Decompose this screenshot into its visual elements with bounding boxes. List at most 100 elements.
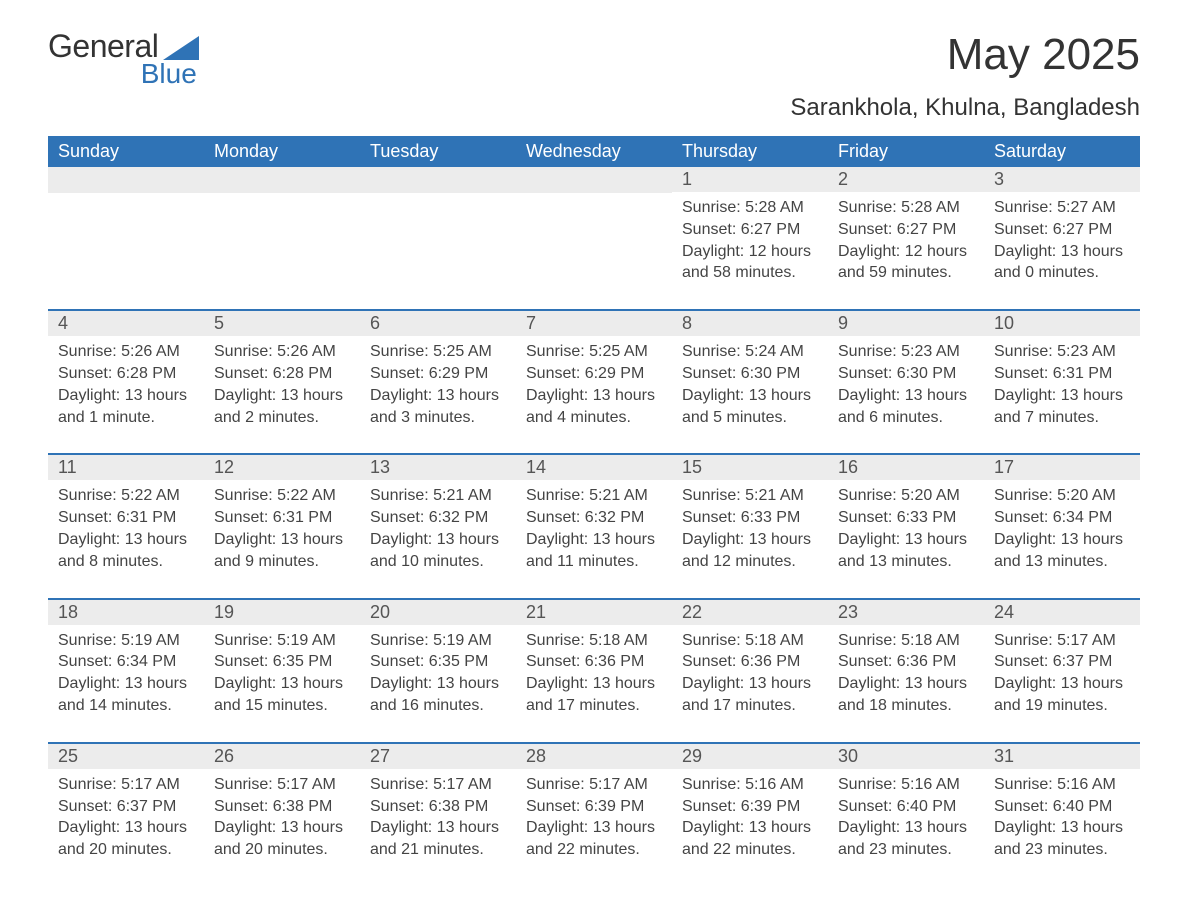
day-body: Sunrise: 5:17 AMSunset: 6:38 PMDaylight:… <box>204 769 360 861</box>
day-body: Sunrise: 5:26 AMSunset: 6:28 PMDaylight:… <box>204 336 360 428</box>
logo-word-blue: Blue <box>48 60 197 88</box>
day-number: 29 <box>672 744 828 769</box>
day-header: Monday <box>204 136 360 167</box>
calendar-day-cell: 12Sunrise: 5:22 AMSunset: 6:31 PMDayligh… <box>204 454 360 598</box>
daylight-text: Daylight: 13 hours <box>838 818 974 839</box>
calendar-header-row: SundayMondayTuesdayWednesdayThursdayFrid… <box>48 136 1140 167</box>
sunset-text: Sunset: 6:27 PM <box>682 220 818 241</box>
header: General Blue May 2025 <box>48 30 1140 88</box>
day-number: 23 <box>828 600 984 625</box>
day-body: Sunrise: 5:23 AMSunset: 6:30 PMDaylight:… <box>828 336 984 428</box>
daylight-text: Daylight: 13 hours <box>370 386 506 407</box>
calendar-day-cell: 20Sunrise: 5:19 AMSunset: 6:35 PMDayligh… <box>360 599 516 743</box>
day-number: 2 <box>828 167 984 192</box>
sunrise-text: Sunrise: 5:18 AM <box>838 631 974 652</box>
day-number: 1 <box>672 167 828 192</box>
daylight-text: and 16 minutes. <box>370 696 506 717</box>
daylight-text: Daylight: 13 hours <box>682 386 818 407</box>
calendar-day-cell: 25Sunrise: 5:17 AMSunset: 6:37 PMDayligh… <box>48 743 204 886</box>
day-body: Sunrise: 5:20 AMSunset: 6:34 PMDaylight:… <box>984 480 1140 572</box>
daylight-text: Daylight: 13 hours <box>526 386 662 407</box>
calendar-day-cell: 8Sunrise: 5:24 AMSunset: 6:30 PMDaylight… <box>672 310 828 454</box>
daylight-text: Daylight: 13 hours <box>214 818 350 839</box>
day-body: Sunrise: 5:17 AMSunset: 6:37 PMDaylight:… <box>984 625 1140 717</box>
calendar-day-cell <box>204 167 360 310</box>
sunset-text: Sunset: 6:33 PM <box>838 508 974 529</box>
day-number: 18 <box>48 600 204 625</box>
calendar-day-cell <box>516 167 672 310</box>
calendar-day-cell: 29Sunrise: 5:16 AMSunset: 6:39 PMDayligh… <box>672 743 828 886</box>
day-body: Sunrise: 5:22 AMSunset: 6:31 PMDaylight:… <box>48 480 204 572</box>
daylight-text: Daylight: 13 hours <box>994 242 1130 263</box>
sunset-text: Sunset: 6:39 PM <box>526 797 662 818</box>
daylight-text: and 22 minutes. <box>526 840 662 861</box>
calendar-table: SundayMondayTuesdayWednesdayThursdayFrid… <box>48 136 1140 886</box>
daylight-text: Daylight: 13 hours <box>838 674 974 695</box>
daylight-text: Daylight: 13 hours <box>682 674 818 695</box>
sunrise-text: Sunrise: 5:16 AM <box>682 775 818 796</box>
calendar-day-cell: 13Sunrise: 5:21 AMSunset: 6:32 PMDayligh… <box>360 454 516 598</box>
day-header: Friday <box>828 136 984 167</box>
sunset-text: Sunset: 6:30 PM <box>682 364 818 385</box>
sunset-text: Sunset: 6:36 PM <box>682 652 818 673</box>
calendar-body: 1Sunrise: 5:28 AMSunset: 6:27 PMDaylight… <box>48 167 1140 886</box>
day-number: 22 <box>672 600 828 625</box>
daylight-text: and 11 minutes. <box>526 552 662 573</box>
sunset-text: Sunset: 6:32 PM <box>370 508 506 529</box>
sunset-text: Sunset: 6:28 PM <box>58 364 194 385</box>
daylight-text: and 59 minutes. <box>838 263 974 284</box>
day-number: 20 <box>360 600 516 625</box>
day-number: 8 <box>672 311 828 336</box>
day-body: Sunrise: 5:19 AMSunset: 6:35 PMDaylight:… <box>360 625 516 717</box>
location-text: Sarankhola, Khulna, Bangladesh <box>48 94 1140 122</box>
daylight-text: Daylight: 13 hours <box>58 674 194 695</box>
calendar-day-cell: 17Sunrise: 5:20 AMSunset: 6:34 PMDayligh… <box>984 454 1140 598</box>
calendar-week-row: 1Sunrise: 5:28 AMSunset: 6:27 PMDaylight… <box>48 167 1140 310</box>
sunset-text: Sunset: 6:29 PM <box>526 364 662 385</box>
calendar-day-cell: 22Sunrise: 5:18 AMSunset: 6:36 PMDayligh… <box>672 599 828 743</box>
daylight-text: Daylight: 13 hours <box>994 674 1130 695</box>
sunrise-text: Sunrise: 5:19 AM <box>58 631 194 652</box>
day-body: Sunrise: 5:18 AMSunset: 6:36 PMDaylight:… <box>672 625 828 717</box>
day-number: 19 <box>204 600 360 625</box>
calendar-day-cell: 9Sunrise: 5:23 AMSunset: 6:30 PMDaylight… <box>828 310 984 454</box>
daylight-text: and 17 minutes. <box>526 696 662 717</box>
calendar-day-cell: 21Sunrise: 5:18 AMSunset: 6:36 PMDayligh… <box>516 599 672 743</box>
day-body: Sunrise: 5:18 AMSunset: 6:36 PMDaylight:… <box>516 625 672 717</box>
sunrise-text: Sunrise: 5:17 AM <box>994 631 1130 652</box>
daylight-text: and 10 minutes. <box>370 552 506 573</box>
daylight-text: and 20 minutes. <box>58 840 194 861</box>
day-header: Tuesday <box>360 136 516 167</box>
day-header: Wednesday <box>516 136 672 167</box>
calendar-day-cell: 11Sunrise: 5:22 AMSunset: 6:31 PMDayligh… <box>48 454 204 598</box>
day-body: Sunrise: 5:27 AMSunset: 6:27 PMDaylight:… <box>984 192 1140 284</box>
daylight-text: Daylight: 13 hours <box>214 674 350 695</box>
daylight-text: and 2 minutes. <box>214 408 350 429</box>
daylight-text: and 13 minutes. <box>994 552 1130 573</box>
sunset-text: Sunset: 6:29 PM <box>370 364 506 385</box>
daylight-text: and 23 minutes. <box>994 840 1130 861</box>
sunset-text: Sunset: 6:34 PM <box>994 508 1130 529</box>
sunrise-text: Sunrise: 5:22 AM <box>58 486 194 507</box>
sunrise-text: Sunrise: 5:21 AM <box>526 486 662 507</box>
day-number: 5 <box>204 311 360 336</box>
daylight-text: Daylight: 13 hours <box>838 386 974 407</box>
daylight-text: and 13 minutes. <box>838 552 974 573</box>
sunrise-text: Sunrise: 5:16 AM <box>994 775 1130 796</box>
sunrise-text: Sunrise: 5:28 AM <box>838 198 974 219</box>
daylight-text: Daylight: 13 hours <box>58 818 194 839</box>
daylight-text: Daylight: 13 hours <box>994 530 1130 551</box>
sunrise-text: Sunrise: 5:20 AM <box>838 486 974 507</box>
day-body: Sunrise: 5:25 AMSunset: 6:29 PMDaylight:… <box>360 336 516 428</box>
day-body: Sunrise: 5:26 AMSunset: 6:28 PMDaylight:… <box>48 336 204 428</box>
day-number: 11 <box>48 455 204 480</box>
sunset-text: Sunset: 6:31 PM <box>214 508 350 529</box>
day-body: Sunrise: 5:28 AMSunset: 6:27 PMDaylight:… <box>672 192 828 284</box>
daylight-text: Daylight: 13 hours <box>370 818 506 839</box>
calendar-day-cell: 7Sunrise: 5:25 AMSunset: 6:29 PMDaylight… <box>516 310 672 454</box>
day-body: Sunrise: 5:28 AMSunset: 6:27 PMDaylight:… <box>828 192 984 284</box>
daylight-text: and 18 minutes. <box>838 696 974 717</box>
day-number: 16 <box>828 455 984 480</box>
daylight-text: Daylight: 12 hours <box>838 242 974 263</box>
calendar-day-cell: 23Sunrise: 5:18 AMSunset: 6:36 PMDayligh… <box>828 599 984 743</box>
